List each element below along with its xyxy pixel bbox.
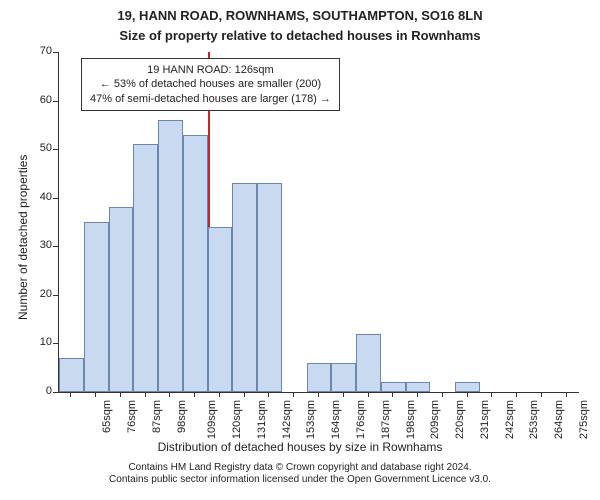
histogram-bar	[356, 334, 381, 392]
title-line-2: Size of property relative to detached ho…	[0, 28, 600, 43]
y-tick-mark	[53, 343, 58, 344]
histogram-bar	[84, 222, 109, 392]
x-tick-label: 164sqm	[330, 400, 342, 439]
x-tick-mark	[467, 392, 468, 397]
x-tick-mark	[541, 392, 542, 397]
x-tick-mark	[343, 392, 344, 397]
histogram-bar	[183, 135, 208, 392]
x-tick-label: 98sqm	[176, 400, 188, 433]
x-tick-mark	[566, 392, 567, 397]
x-tick-label: 87sqm	[151, 400, 163, 433]
y-tick-mark	[53, 101, 58, 102]
x-tick-mark	[244, 392, 245, 397]
histogram-bar	[158, 120, 183, 392]
x-tick-mark	[516, 392, 517, 397]
x-axis-label: Distribution of detached houses by size …	[0, 440, 600, 454]
x-tick-mark	[70, 392, 71, 397]
x-tick-label: 120sqm	[231, 400, 243, 439]
x-tick-label: 109sqm	[207, 400, 219, 439]
x-tick-label: 65sqm	[101, 400, 113, 433]
histogram-bar	[232, 183, 257, 392]
annotation-line-3: 47% of semi-detached houses are larger (…	[90, 92, 331, 106]
x-tick-label: 275sqm	[578, 400, 590, 439]
x-tick-mark	[318, 392, 319, 397]
x-tick-label: 220sqm	[454, 400, 466, 439]
x-tick-label: 131sqm	[256, 400, 268, 439]
x-tick-mark	[293, 392, 294, 397]
y-tick-label: 10	[22, 336, 52, 348]
x-tick-mark	[392, 392, 393, 397]
x-tick-label: 176sqm	[355, 400, 367, 439]
x-tick-label: 264sqm	[553, 400, 565, 439]
histogram-bar	[257, 183, 282, 392]
y-tick-mark	[53, 198, 58, 199]
histogram-bar	[307, 363, 332, 392]
histogram-bar	[331, 363, 356, 392]
x-tick-mark	[219, 392, 220, 397]
footer-line-2: Contains public sector information licen…	[0, 474, 600, 486]
y-tick-mark	[53, 246, 58, 247]
y-tick-mark	[53, 392, 58, 393]
x-tick-mark	[145, 392, 146, 397]
histogram-bar	[406, 382, 431, 392]
x-tick-label: 209sqm	[429, 400, 441, 439]
y-tick-label: 30	[22, 239, 52, 251]
x-tick-mark	[442, 392, 443, 397]
histogram-bar	[133, 144, 158, 392]
y-tick-label: 70	[22, 45, 52, 57]
chart-container: 19, HANN ROAD, ROWNHAMS, SOUTHAMPTON, SO…	[0, 0, 600, 500]
annotation-box: 19 HANN ROAD: 126sqm ← 53% of detached h…	[81, 58, 340, 111]
footer-line-1: Contains HM Land Registry data © Crown c…	[0, 462, 600, 474]
x-tick-mark	[194, 392, 195, 397]
plot-area: 19 HANN ROAD: 126sqm ← 53% of detached h…	[58, 52, 579, 393]
y-tick-label: 50	[22, 142, 52, 154]
histogram-bar	[109, 207, 134, 392]
x-tick-label: 153sqm	[306, 400, 318, 439]
x-tick-mark	[491, 392, 492, 397]
histogram-bar	[455, 382, 480, 392]
x-tick-label: 76sqm	[126, 400, 138, 433]
histogram-bar	[59, 358, 84, 392]
x-tick-mark	[268, 392, 269, 397]
y-tick-label: 40	[22, 191, 52, 203]
x-tick-label: 242sqm	[504, 400, 516, 439]
x-tick-label: 231sqm	[479, 400, 491, 439]
footer-attribution: Contains HM Land Registry data © Crown c…	[0, 462, 600, 486]
histogram-bar	[381, 382, 406, 392]
y-tick-mark	[53, 295, 58, 296]
histogram-bar	[208, 227, 233, 392]
x-tick-label: 253sqm	[528, 400, 540, 439]
y-tick-mark	[53, 149, 58, 150]
x-tick-mark	[368, 392, 369, 397]
x-tick-mark	[120, 392, 121, 397]
y-tick-label: 0	[22, 385, 52, 397]
y-tick-label: 60	[22, 94, 52, 106]
x-tick-label: 198sqm	[405, 400, 417, 439]
title-line-1: 19, HANN ROAD, ROWNHAMS, SOUTHAMPTON, SO…	[0, 8, 600, 23]
x-tick-mark	[417, 392, 418, 397]
y-tick-mark	[53, 52, 58, 53]
x-tick-label: 142sqm	[281, 400, 293, 439]
annotation-line-1: 19 HANN ROAD: 126sqm	[90, 63, 331, 77]
x-tick-mark	[95, 392, 96, 397]
y-tick-label: 20	[22, 288, 52, 300]
x-tick-label: 187sqm	[380, 400, 392, 439]
annotation-line-2: ← 53% of detached houses are smaller (20…	[90, 77, 331, 91]
x-tick-mark	[169, 392, 170, 397]
